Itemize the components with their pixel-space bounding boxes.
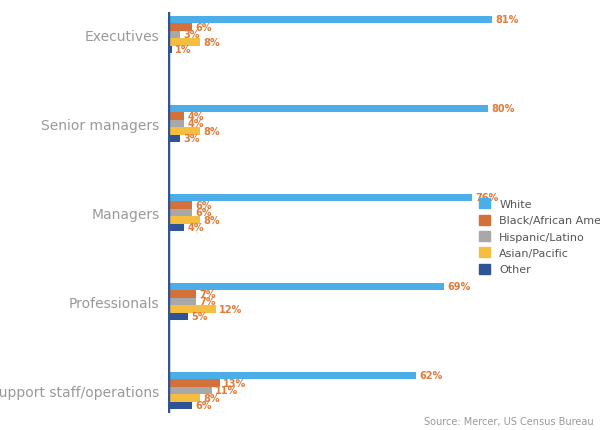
Bar: [168, 120, 184, 128]
Bar: [168, 209, 192, 217]
Text: Source: Mercer, US Census Bureau: Source: Mercer, US Census Bureau: [424, 416, 594, 426]
Bar: [168, 217, 200, 224]
Bar: [168, 298, 196, 305]
Bar: [168, 46, 172, 54]
Bar: [168, 105, 488, 113]
Text: 6%: 6%: [195, 208, 212, 218]
Bar: [168, 24, 192, 31]
Bar: [168, 202, 192, 209]
Text: 4%: 4%: [187, 223, 204, 233]
Text: 7%: 7%: [199, 297, 216, 307]
Bar: [168, 290, 196, 298]
Bar: [168, 128, 200, 135]
Text: 5%: 5%: [191, 312, 208, 322]
Bar: [168, 402, 192, 409]
Bar: [168, 17, 492, 24]
Text: 8%: 8%: [203, 393, 220, 403]
Text: 1%: 1%: [175, 45, 192, 55]
Text: 7%: 7%: [199, 289, 216, 299]
Bar: [168, 39, 200, 46]
Bar: [168, 283, 444, 290]
Text: 8%: 8%: [203, 126, 220, 136]
Text: 3%: 3%: [183, 30, 200, 40]
Text: 69%: 69%: [447, 282, 470, 292]
Text: 76%: 76%: [475, 193, 499, 203]
Text: 12%: 12%: [219, 304, 242, 314]
Text: 80%: 80%: [491, 104, 515, 114]
Bar: [168, 31, 180, 39]
Text: 81%: 81%: [495, 15, 518, 25]
Text: 6%: 6%: [195, 200, 212, 210]
Text: 4%: 4%: [187, 119, 204, 129]
Text: 6%: 6%: [195, 400, 212, 410]
Text: 62%: 62%: [419, 371, 442, 381]
Text: 13%: 13%: [223, 378, 247, 388]
Bar: [168, 305, 216, 313]
Bar: [168, 379, 220, 387]
Text: 3%: 3%: [183, 134, 200, 144]
Bar: [168, 372, 416, 379]
Text: 4%: 4%: [187, 112, 204, 122]
Bar: [168, 313, 188, 320]
Bar: [168, 394, 200, 402]
Text: 6%: 6%: [195, 23, 212, 33]
Bar: [168, 224, 184, 231]
Bar: [168, 113, 184, 120]
Bar: [168, 194, 472, 202]
Text: 11%: 11%: [215, 385, 238, 396]
Text: 8%: 8%: [203, 215, 220, 225]
Bar: [168, 135, 180, 143]
Text: 8%: 8%: [203, 38, 220, 48]
Legend: White, Black/African American, Hispanic/Latino, Asian/Pacific, Other: White, Black/African American, Hispanic/…: [476, 196, 600, 278]
Bar: [168, 387, 212, 394]
